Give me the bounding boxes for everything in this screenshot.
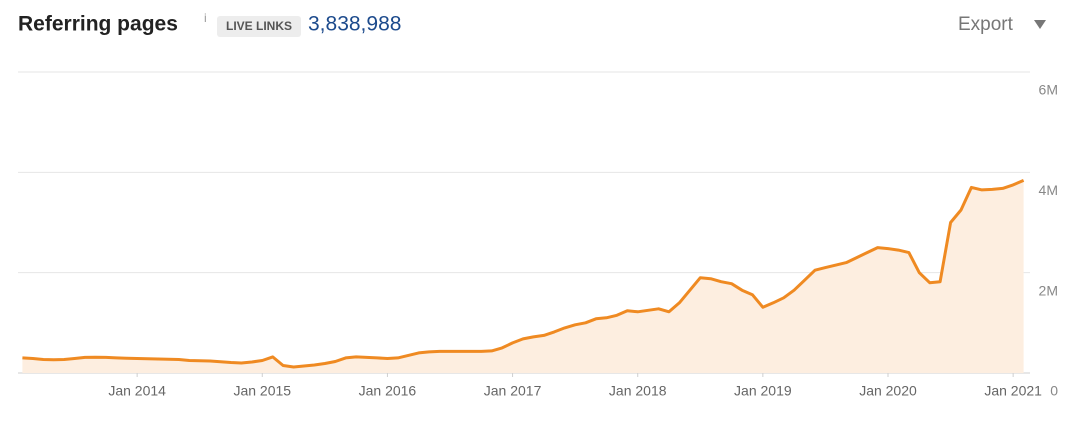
badge-bg — [217, 16, 301, 37]
live-count: 3,838,988 — [308, 13, 401, 36]
y-tick-label: 4M — [1039, 182, 1058, 198]
x-tick-label: Jan 2017 — [484, 383, 542, 399]
x-tick-label: Jan 2020 — [859, 383, 917, 399]
x-tick-label: Jan 2016 — [359, 383, 417, 399]
info-icon[interactable]: i — [204, 11, 207, 25]
x-tick-label: Jan 2014 — [108, 383, 166, 399]
area — [22, 180, 1024, 373]
line — [22, 179, 1025, 369]
x-tick-label: Jan 2021 — [984, 383, 1042, 399]
chart-title: Referring pages — [18, 13, 178, 36]
x-tick-label: Jan 2018 — [609, 383, 667, 399]
x-tick-label: Jan 2019 — [734, 383, 792, 399]
export-button[interactable]: Export — [958, 14, 1014, 35]
y-tick-label: 0 — [1050, 383, 1058, 399]
x-tick-label: Jan 2015 — [233, 383, 291, 399]
export-arrow[interactable] — [1034, 20, 1046, 29]
badge: LIVE LINKS — [226, 19, 292, 33]
y-tick-label: 6M — [1039, 82, 1058, 98]
y-tick-label: 2M — [1039, 282, 1058, 298]
